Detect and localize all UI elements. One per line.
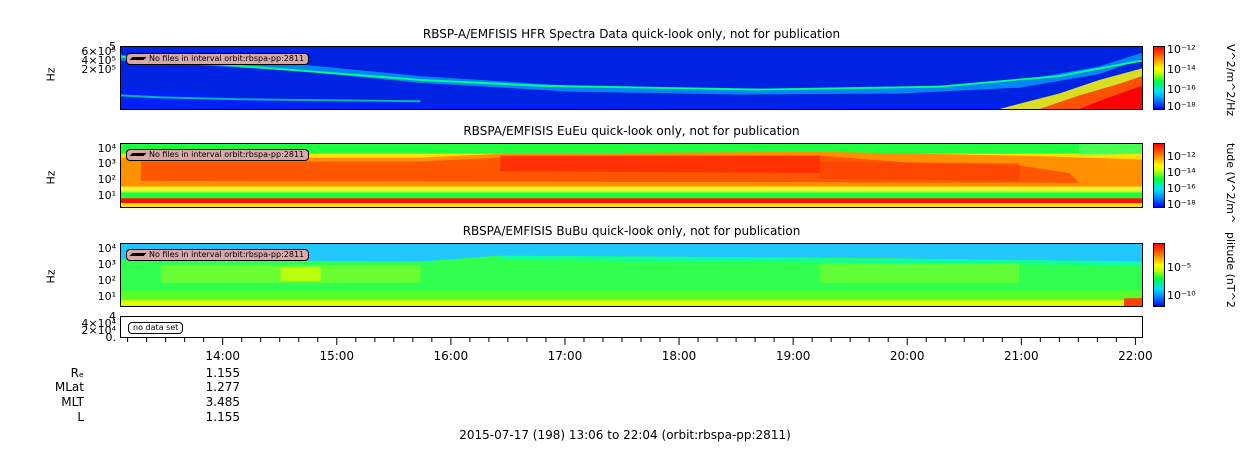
hfr-ytick: 6×10⁵ xyxy=(81,45,116,58)
notice-icon xyxy=(129,253,147,256)
bubu-ytick: 10³ xyxy=(97,258,116,271)
hfr-panel-title: RBSP-A/EMFISIS HFR Spectra Data quick-lo… xyxy=(422,27,841,41)
hfr-ytick: 2×10⁵ xyxy=(81,63,116,76)
hfr-ytick: 5 xyxy=(109,40,116,53)
ephem-label: Rₑ xyxy=(70,366,84,380)
x-tick-label: 18:00 xyxy=(661,349,697,363)
eueu-ytick: 10¹ xyxy=(97,189,116,202)
x-tick-label: 22:00 xyxy=(1118,349,1153,363)
x-tick-label: 16:00 xyxy=(433,349,469,363)
ephem-label: L xyxy=(77,410,84,424)
x-tick-label: 21:00 xyxy=(1004,349,1039,363)
eueu-panel-title: RBSPA/EMFISIS EuEu quick-look only, not … xyxy=(463,124,800,138)
x-tick-label: 20:00 xyxy=(889,349,925,363)
empty-ytick: 2×10⁴ xyxy=(81,324,116,337)
eueu-ytick: 10⁴ xyxy=(97,142,116,155)
hfr-ytick: 4×10⁵ xyxy=(81,54,116,67)
ephem-label: MLat xyxy=(54,380,84,394)
eueu-cb-tick: 10⁻¹⁸ xyxy=(1167,198,1196,211)
plot-footer: 2015-07-17 (198) 13:06 to 22:04 (orbit:r… xyxy=(459,428,791,442)
eueu-cb-tick: 10⁻¹⁶ xyxy=(1167,182,1196,195)
eueu-colorbar xyxy=(1153,143,1165,208)
eueu-no-files-notice: No files in interval orbit:rbspa-pp:2811 xyxy=(126,149,310,161)
ephem-value: 1.155 xyxy=(205,366,240,380)
eueu-cb-label: tude (V^2/m^ xyxy=(1224,143,1237,224)
x-axis xyxy=(127,338,1136,345)
hfr-cb-tick: 10⁻¹⁶ xyxy=(1167,83,1196,96)
bubu-ytick: 10¹ xyxy=(97,290,116,303)
empty-ytick: 0. xyxy=(105,331,117,344)
no-data-notice: no data set xyxy=(128,322,184,334)
ephem-value: 1.277 xyxy=(205,380,240,394)
hfr-cb-tick: 10⁻¹⁴ xyxy=(1167,63,1196,76)
hfr-cb-tick: 10⁻¹² xyxy=(1167,43,1196,56)
x-tick-label: 17:00 xyxy=(547,349,583,363)
ephem-value: 3.485 xyxy=(205,395,240,409)
x-tick-label: 15:00 xyxy=(319,349,355,363)
hfr-colorbar xyxy=(1153,46,1165,110)
bubu-colorbar xyxy=(1153,243,1165,307)
bubu-ytick: 10⁴ xyxy=(97,242,116,255)
eueu-ytick: 10³ xyxy=(97,157,116,170)
bubu-cb-label: plitude (nT^2 xyxy=(1224,232,1237,308)
bubu-ytick: 10² xyxy=(97,274,116,287)
hfr-cb-label: V^2/m^2/Hz xyxy=(1224,44,1237,117)
ephem-label: MLT xyxy=(61,395,84,409)
empty-panel xyxy=(120,316,1143,338)
hfr-no-files-notice: No files in interval orbit:rbspa-pp:2811 xyxy=(126,53,310,65)
bubu-cb-tick: 10⁻¹⁰ xyxy=(1167,289,1196,302)
notice-icon xyxy=(129,153,147,156)
empty-ytick: 4 xyxy=(109,310,116,323)
x-tick-label: 19:00 xyxy=(775,349,811,363)
x-tick-marks xyxy=(127,338,1136,345)
bubu-panel-title: RBSPA/EMFISIS BuBu quick-look only, not … xyxy=(462,224,801,238)
empty-ytick: 4×10⁴ xyxy=(81,317,116,330)
notice-icon xyxy=(129,57,147,60)
eueu-ytick: 10² xyxy=(97,173,116,186)
x-tick-label: 14:00 xyxy=(205,349,240,363)
eueu-cb-tick: 10⁻¹² xyxy=(1167,150,1196,163)
ephem-value: 1.155 xyxy=(205,410,240,424)
eueu-cb-tick: 10⁻¹⁴ xyxy=(1167,166,1196,179)
bubu-cb-tick: 10⁻⁵ xyxy=(1167,261,1192,274)
bubu-no-files-notice: No files in interval orbit:rbspa-pp:2811 xyxy=(126,249,310,261)
hfr-cb-tick: 10⁻¹⁸ xyxy=(1167,100,1196,113)
